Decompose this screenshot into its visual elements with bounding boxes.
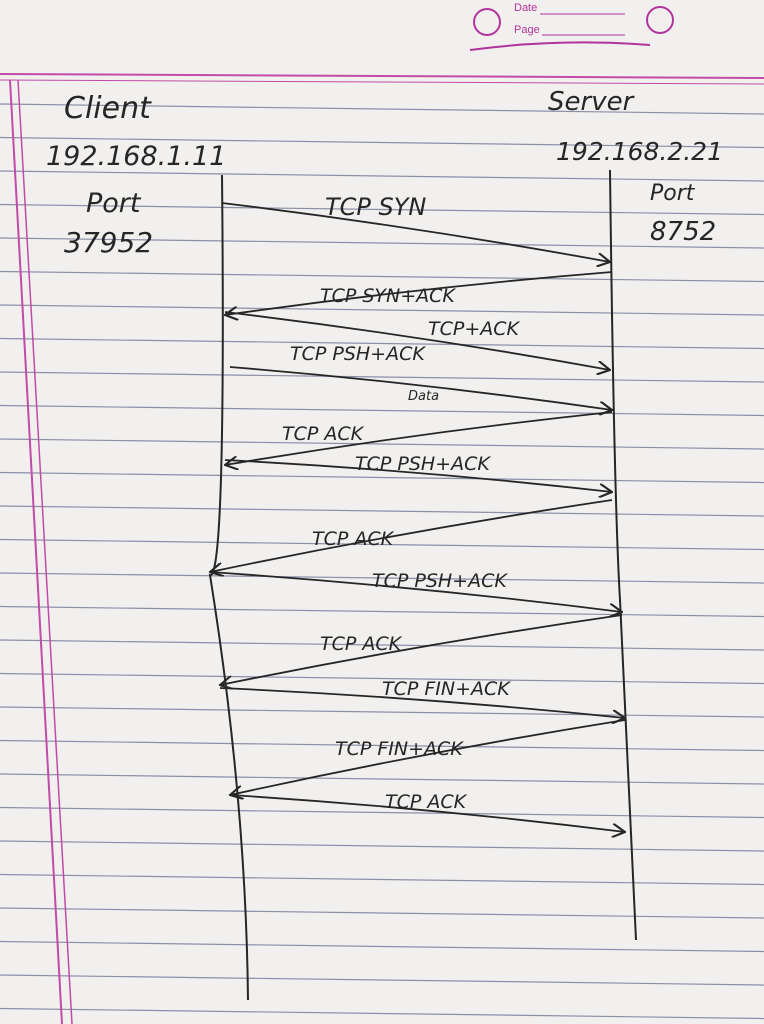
ruled-line <box>0 605 764 618</box>
ruled-line <box>0 672 764 685</box>
server-port-label: Port <box>650 181 696 206</box>
margin-line <box>9 79 63 1024</box>
message-label: TCP PSH+ACK <box>372 570 508 592</box>
message-label: TCP PSH+ACK <box>290 343 426 365</box>
message-arrow <box>225 271 613 315</box>
client-port-label: Port <box>86 188 142 219</box>
margin-line-2 <box>17 79 73 1024</box>
ruled-line <box>0 103 764 115</box>
logo-right-icon <box>646 6 674 34</box>
server-port: 8752 <box>650 217 716 247</box>
message-note: Data <box>408 389 439 404</box>
message-arrow <box>229 366 612 410</box>
message-label: TCP ACK <box>385 791 468 813</box>
ruled-line <box>0 505 764 517</box>
message-label: TCP FIN+ACK <box>335 738 464 760</box>
message-arrow <box>224 311 610 370</box>
ruled-line <box>0 438 764 450</box>
ruled-line <box>0 337 764 350</box>
message-label: TCP+ACK <box>428 318 521 340</box>
server-info: Server 192.168.2.21 Port 8752 <box>548 87 723 247</box>
ruled-line <box>0 304 764 316</box>
server-title: Server <box>548 87 636 117</box>
ruled-line <box>0 237 764 249</box>
message-arrow <box>220 614 623 685</box>
logo-left-icon <box>473 8 501 36</box>
client-info: Client 192.168.1.11 Port 37952 <box>46 91 226 259</box>
ruled-line <box>0 940 764 953</box>
date-page-box: Date Page <box>469 2 674 51</box>
ruled-line <box>0 471 764 484</box>
message-label: TCP SYN+ACK <box>320 285 456 307</box>
ruled-line <box>0 873 764 886</box>
ruled-line <box>0 572 764 584</box>
ruled-line <box>0 639 764 651</box>
client-port: 37952 <box>64 226 153 259</box>
message-label: TCP ACK <box>312 528 395 550</box>
ruled-line <box>0 371 764 383</box>
message-arrow <box>225 411 613 465</box>
message-arrow <box>209 571 622 612</box>
ruled-line <box>0 404 764 417</box>
message-label: TCP ACK <box>320 633 403 655</box>
message-arrow <box>219 687 625 718</box>
server-ip: 192.168.2.21 <box>556 137 723 166</box>
ruled-line <box>0 739 764 752</box>
client-lifeline <box>208 174 249 1001</box>
ruled-line <box>0 1007 764 1020</box>
ruled-line <box>0 136 764 149</box>
ruled-line <box>0 170 764 182</box>
ruled-line <box>0 270 764 283</box>
ruled-line <box>0 840 764 852</box>
message-arrow <box>221 202 610 262</box>
ruled-line <box>0 974 764 986</box>
client-title: Client <box>64 91 152 126</box>
message-arrow <box>229 794 625 832</box>
ruled-line <box>0 203 764 216</box>
ruled-line <box>0 907 764 919</box>
message-label: TCP FIN+ACK <box>382 678 511 700</box>
ruled-line <box>0 538 764 551</box>
ruled-line <box>0 773 764 785</box>
message-arrow <box>210 499 613 572</box>
message-label: TCP ACK <box>282 423 365 445</box>
message-label: TCP SYN <box>325 193 426 221</box>
page-label: Page <box>514 24 540 36</box>
header-rule <box>0 73 764 79</box>
ruled-lines <box>0 103 764 1020</box>
server-lifeline <box>609 169 637 941</box>
client-ip: 192.168.1.11 <box>46 141 226 172</box>
header-rule-2 <box>0 79 764 85</box>
message-arrow <box>224 459 612 492</box>
date-label: Date <box>514 2 537 14</box>
message-label: TCP PSH+ACK <box>355 453 491 475</box>
message-arrow <box>230 719 626 795</box>
ruled-line <box>0 806 764 819</box>
ruled-line <box>0 706 764 718</box>
